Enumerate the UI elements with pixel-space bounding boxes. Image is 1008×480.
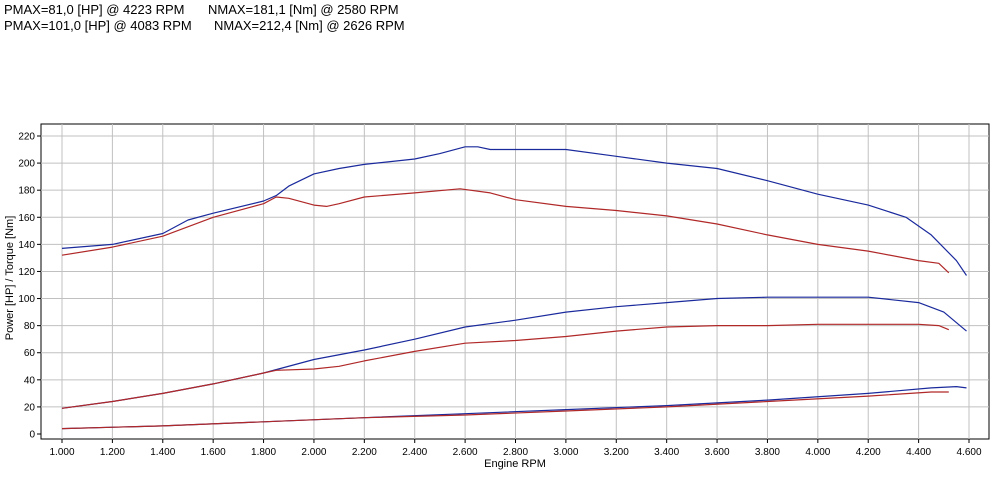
series-lines (61, 146, 967, 430)
header-nmax-2: NMAX=212,4 [Nm] @ 2626 RPM (214, 18, 405, 33)
grid-lines (41, 124, 989, 439)
x-tick-label: 3.000 (553, 447, 578, 458)
x-tick-label: 2.600 (453, 447, 478, 458)
x-tick-label: 1.600 (201, 447, 226, 458)
x-tick-label: 2.800 (503, 447, 528, 458)
series-line-torque-stock (61, 188, 950, 274)
x-tick-label: 3.400 (654, 447, 679, 458)
x-tick-label: 2.200 (352, 447, 377, 458)
y-tick-label: 40 (24, 375, 36, 386)
y-tick-label: 20 (24, 402, 36, 413)
y-tick-label: 120 (18, 267, 35, 278)
y-tick-label: 200 (18, 159, 35, 170)
x-tick-label: 3.600 (705, 447, 730, 458)
x-tick-label: 1.200 (100, 447, 125, 458)
y-tick-label: 140 (18, 240, 35, 251)
x-tick-label: 1.800 (251, 447, 276, 458)
x-tick-label: 4.600 (956, 447, 981, 458)
y-tick-label: 100 (18, 294, 35, 305)
x-tick-label: 1.000 (49, 447, 74, 458)
x-axis-label: Engine RPM (484, 458, 546, 470)
y-tick-label: 160 (18, 213, 35, 224)
y-tick-label: 60 (24, 348, 36, 359)
series-line-torque-tuned (61, 146, 967, 276)
header-nmax-1: NMAX=181,1 [Nm] @ 2580 RPM (208, 2, 399, 17)
y-axis-label: Power [HP] / Torque [Nm] (4, 216, 16, 341)
x-tick-label: 4.200 (856, 447, 881, 458)
y-tick-label: 0 (29, 430, 35, 441)
x-tick-label: 2.400 (402, 447, 427, 458)
x-tick-label: 4.000 (805, 447, 830, 458)
series-line-power-stock (61, 323, 950, 409)
x-tick-label: 1.400 (150, 447, 175, 458)
header-pmax-1: PMAX=81,0 [HP] @ 4223 RPM (4, 2, 185, 17)
y-tick-label: 180 (18, 186, 35, 197)
series-line-loss-stock (61, 391, 949, 430)
header-pmax-2: PMAX=101,0 [HP] @ 4083 RPM (4, 18, 192, 33)
x-tick-label: 3.200 (604, 447, 629, 458)
x-tick-label: 3.800 (755, 447, 780, 458)
x-tick-label: 4.400 (906, 447, 931, 458)
y-tick-label: 80 (24, 321, 36, 332)
x-tick-label: 2.000 (301, 447, 326, 458)
y-tick-label: 220 (18, 132, 35, 143)
axis-ticks: 1.000 1.200 1.400 1.600 1.800 2.000 2.200 2.400… (18, 132, 982, 459)
